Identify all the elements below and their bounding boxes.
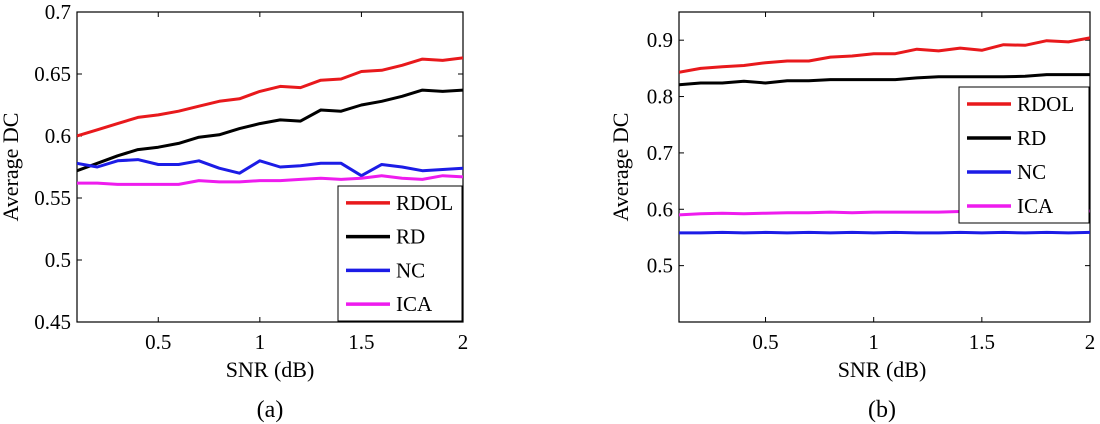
panel-caption: (a) (257, 397, 284, 423)
y-tick-label: 0.6 (647, 197, 673, 221)
series-lines (77, 56, 463, 186)
legend-label: NC (396, 258, 425, 282)
x-axis-label: SNR (dB) (226, 357, 315, 382)
y-tick-label: 0.5 (647, 254, 673, 278)
y-axis-label: Average DC (0, 113, 23, 222)
x-tick-label: 2 (1085, 330, 1096, 354)
x-tick-label: 1 (255, 330, 266, 354)
y-tick-label: 0.9 (647, 28, 673, 52)
series-line-rdol (679, 36, 1090, 74)
legend-box (337, 185, 463, 322)
plot-frame (76, 11, 464, 323)
legend: RDOL RD NC ICA (337, 185, 463, 322)
y-tick-label: 0.7 (45, 0, 71, 24)
legend-label: RD (396, 225, 425, 249)
x-tick-label: 2 (458, 330, 469, 354)
y-tick-label: 0.6 (45, 124, 71, 148)
y-tick-label: 0.65 (34, 62, 71, 86)
legend-label: RDOL (1017, 92, 1074, 116)
x-tick-label: 0.5 (145, 330, 171, 354)
y-tick-label: 0.45 (34, 310, 71, 334)
y-tick-label: 0.5 (45, 248, 71, 272)
legend-label: NC (1017, 160, 1046, 184)
legend-label: RD (1017, 126, 1046, 150)
y-tick-label: 0.7 (647, 141, 673, 165)
chart-panel-b: 0.5 1 1.5 2 0.5 0.6 0.7 0.8 0.9 SNR (dB) Average D… (608, 11, 1096, 423)
series-line-nc (77, 158, 463, 178)
plot-frame (678, 11, 1091, 323)
x-tick-label: 1 (868, 330, 879, 354)
x-tick-label: 1.5 (348, 330, 374, 354)
legend-label: ICA (1017, 194, 1054, 218)
series-line-ica (77, 174, 463, 186)
y-tick-label: 0.8 (647, 85, 673, 109)
y-tick-label: 0.55 (34, 186, 71, 210)
x-tick-label: 1.5 (969, 330, 995, 354)
legend-label: ICA (396, 292, 433, 316)
series-line-rd (679, 73, 1090, 87)
chart-panel-a: 0.5 1 1.5 2 0.45 0.5 0.55 0.6 0.65 0.7 SNR (dB) Ave… (0, 0, 468, 423)
x-tick-label: 0.5 (752, 330, 778, 354)
series-line-rdol (77, 56, 463, 138)
series-line-nc (679, 230, 1090, 235)
panel-caption: (b) (868, 397, 896, 423)
x-axis-label: SNR (dB) (838, 357, 927, 382)
series-line-rd (77, 88, 463, 173)
y-axis-label: Average DC (608, 113, 633, 222)
legend: RDOL RD NC ICA (958, 86, 1090, 224)
legend-box (958, 86, 1090, 224)
legend-label: RDOL (396, 191, 453, 215)
